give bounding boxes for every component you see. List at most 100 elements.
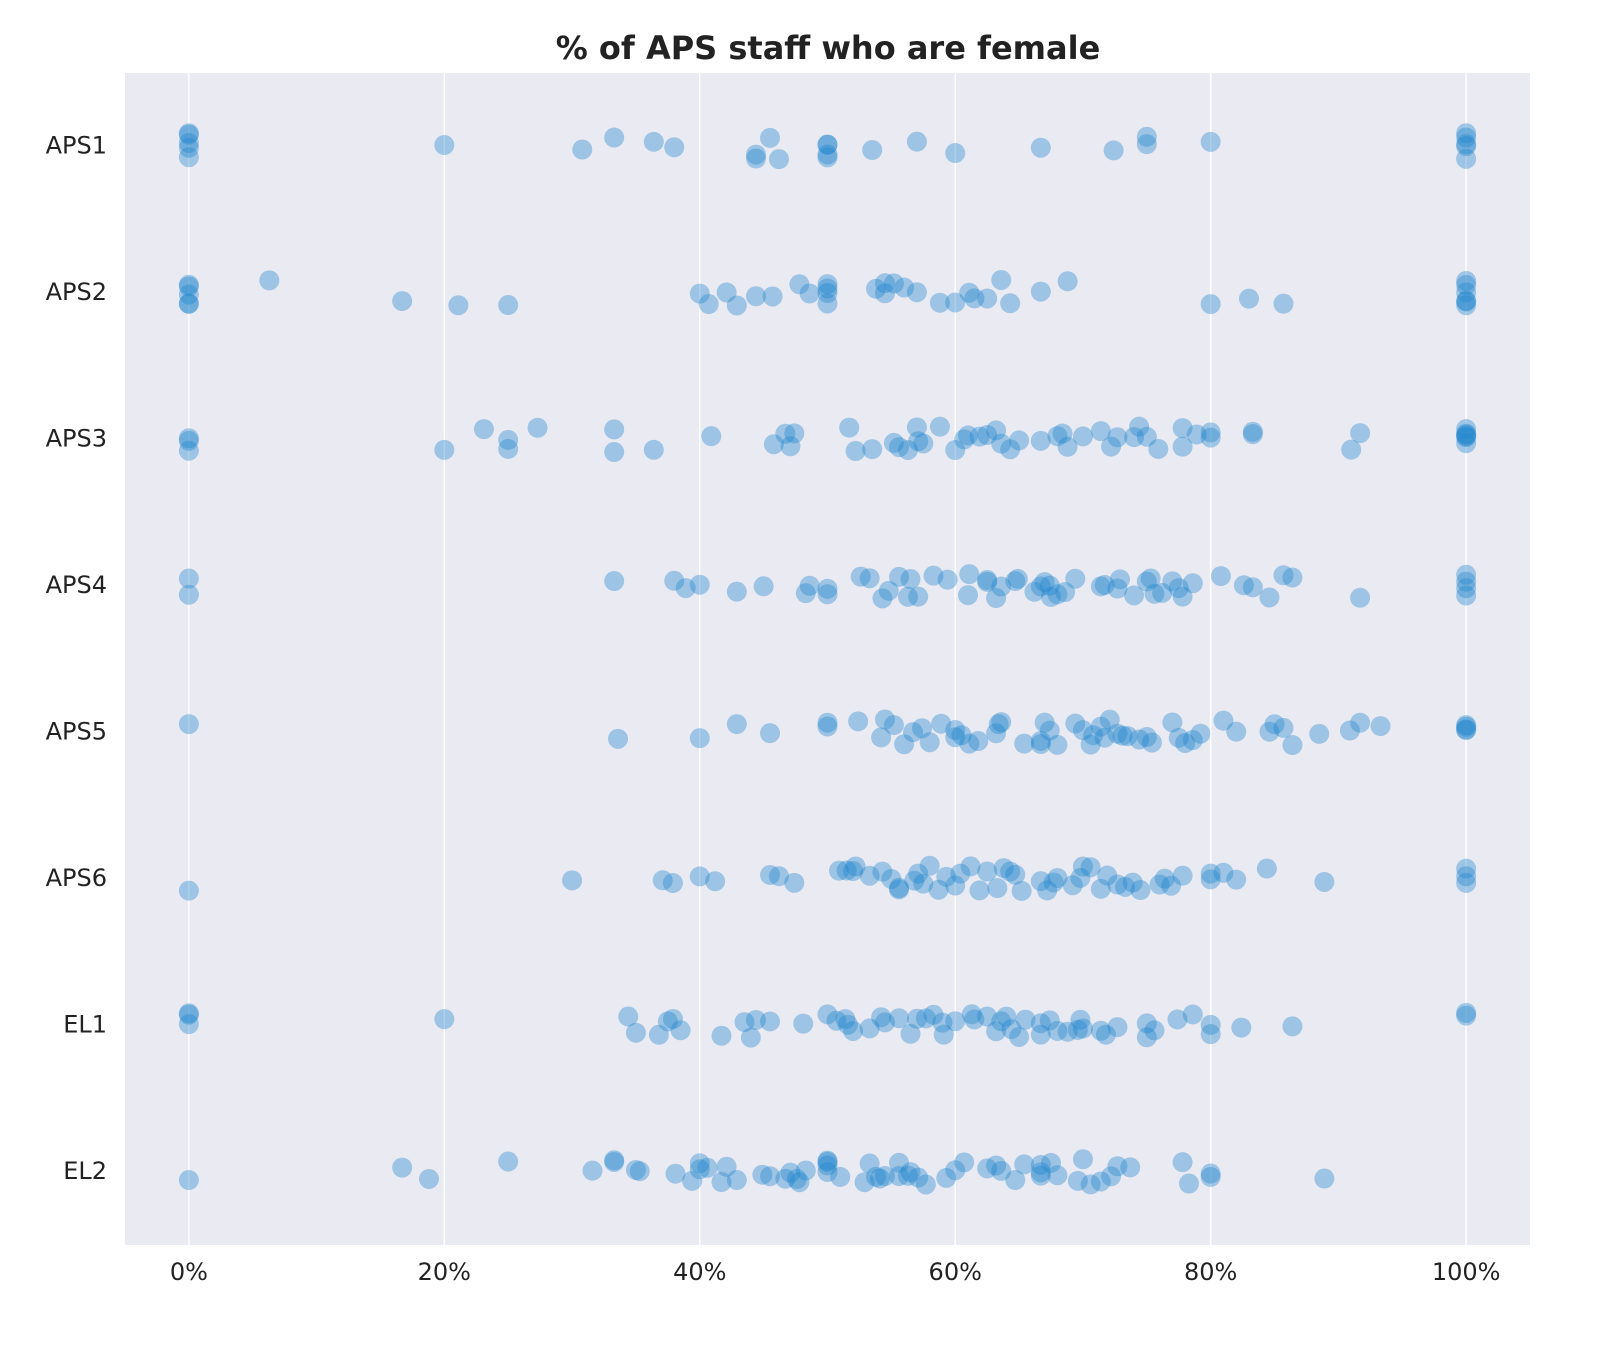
dot [1256,858,1277,879]
dot [1456,295,1477,316]
dot [843,1020,864,1041]
dot [1226,721,1247,742]
dot [837,1014,858,1035]
dot [1057,271,1078,292]
dot [1456,719,1477,740]
dot [1273,565,1294,586]
dot [908,863,929,884]
dot [1080,1174,1101,1195]
dot [991,712,1012,733]
dot [1009,430,1030,451]
dot [826,1010,847,1031]
dot [670,1020,691,1041]
dot [498,1151,519,1172]
dot [178,1004,199,1025]
dot [878,580,899,601]
dot [894,734,915,755]
dot [986,1021,1007,1042]
dot [1456,290,1477,311]
dot [760,127,781,148]
dot [1099,709,1120,730]
dot [562,870,583,891]
dot [1273,717,1294,738]
dot [945,719,966,740]
dot [1141,732,1162,753]
dot [964,1009,985,1030]
dot [1136,727,1157,748]
dot [1090,1020,1111,1041]
dot [915,1008,936,1029]
dot [625,1159,646,1180]
dot [906,1008,927,1029]
y-tick-label: APS2 [46,278,107,306]
dot [1456,872,1477,893]
dot [178,137,199,158]
dot [1014,1154,1035,1175]
dot [936,866,957,887]
dot [817,584,838,605]
dot [1112,725,1133,746]
dot [894,277,915,298]
dot [1200,422,1221,443]
dot [178,293,199,314]
dot [780,436,801,457]
dot [817,1155,838,1176]
dot [1090,878,1111,899]
dot [871,727,892,748]
dot [1200,1014,1221,1035]
dot [951,725,972,746]
dot [1350,712,1371,733]
dot [897,439,918,460]
dot [1030,1165,1051,1186]
dot [625,1022,646,1043]
dot [1030,1162,1051,1183]
dot [1124,427,1145,448]
dot [843,861,864,882]
dot [908,1167,929,1188]
dot [961,1004,982,1025]
dot [1107,1017,1128,1038]
dot [874,283,895,304]
dot [1172,1152,1193,1173]
dot [1456,275,1477,296]
dot [830,1166,851,1187]
dot [977,570,998,591]
dot [734,1012,755,1033]
dot [392,291,413,312]
dot [836,860,857,881]
dot [1047,734,1068,755]
dot [1233,575,1254,596]
dot [817,134,838,155]
dot [928,879,949,900]
dot [648,1024,669,1045]
dot [817,293,838,314]
dot [1136,571,1157,592]
dot [1200,1024,1221,1045]
dot [604,419,625,440]
y-tick-label: EL2 [63,1157,107,1185]
dot [775,423,796,444]
dot [1339,720,1360,741]
dot [1072,720,1093,741]
dot [1182,573,1203,594]
dot [1200,294,1221,315]
dot [178,1170,199,1191]
dot [960,856,981,877]
dot [986,420,1007,441]
dot [889,879,910,900]
dot [682,1170,703,1191]
dot [1172,418,1193,439]
dot [1067,1019,1088,1040]
dot [434,1009,455,1030]
dot [711,1025,732,1046]
dot [1456,291,1477,312]
dot [1041,586,1062,607]
dot [775,1168,796,1189]
dot [697,1157,718,1178]
dot [178,714,199,735]
dot [958,425,978,446]
dot [945,727,966,748]
dot [859,1018,880,1039]
dot [900,569,921,590]
